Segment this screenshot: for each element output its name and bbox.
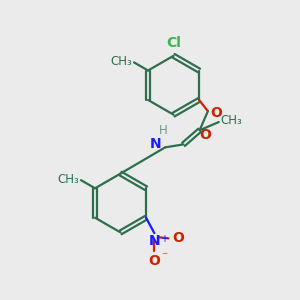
Text: CH₃: CH₃: [110, 55, 132, 68]
Text: O: O: [200, 128, 211, 142]
Text: Cl: Cl: [166, 37, 181, 50]
Text: CH₃: CH₃: [220, 114, 242, 127]
Text: O: O: [148, 254, 160, 268]
Text: N: N: [150, 137, 162, 151]
Text: O: O: [210, 106, 222, 120]
Text: ⁻: ⁻: [161, 250, 167, 263]
Text: H: H: [158, 124, 167, 137]
Text: CH₃: CH₃: [58, 172, 79, 185]
Text: O: O: [172, 231, 184, 245]
Text: N: N: [148, 234, 160, 248]
Text: +: +: [160, 234, 168, 244]
